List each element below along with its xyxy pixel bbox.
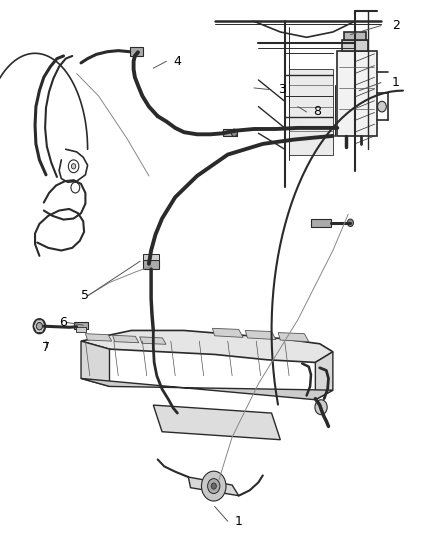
Text: 1: 1 (234, 515, 242, 528)
Text: 4: 4 (173, 55, 181, 68)
Circle shape (347, 219, 353, 227)
Bar (311, 219, 331, 227)
Polygon shape (140, 337, 166, 344)
Bar (74, 322, 88, 329)
Circle shape (315, 400, 327, 415)
Text: 1: 1 (392, 76, 400, 89)
Text: 2: 2 (392, 19, 400, 32)
Polygon shape (113, 335, 139, 343)
Polygon shape (81, 330, 333, 362)
Bar (223, 129, 237, 136)
Bar (337, 51, 377, 136)
Polygon shape (81, 341, 110, 386)
Polygon shape (289, 69, 333, 155)
Bar (76, 327, 86, 332)
Text: 6: 6 (59, 316, 67, 329)
Circle shape (231, 129, 237, 136)
Text: 3: 3 (278, 83, 286, 96)
Circle shape (208, 479, 220, 494)
Bar (130, 47, 143, 56)
Circle shape (211, 483, 216, 489)
Circle shape (378, 101, 386, 112)
Circle shape (71, 164, 76, 169)
Bar (143, 254, 159, 260)
Circle shape (68, 160, 79, 173)
Circle shape (201, 471, 226, 501)
Polygon shape (153, 405, 280, 440)
Bar (143, 260, 159, 269)
Polygon shape (245, 330, 276, 340)
Polygon shape (85, 334, 112, 341)
Text: 8: 8 (313, 106, 321, 118)
Bar (342, 40, 368, 51)
Text: 7: 7 (42, 341, 49, 354)
Polygon shape (278, 333, 309, 342)
Circle shape (36, 322, 42, 330)
Polygon shape (212, 328, 243, 337)
Text: 5: 5 (81, 289, 89, 302)
Polygon shape (81, 378, 333, 400)
Polygon shape (315, 352, 333, 400)
Bar (344, 32, 366, 40)
Polygon shape (188, 477, 239, 496)
Circle shape (33, 319, 46, 334)
Circle shape (71, 182, 80, 193)
